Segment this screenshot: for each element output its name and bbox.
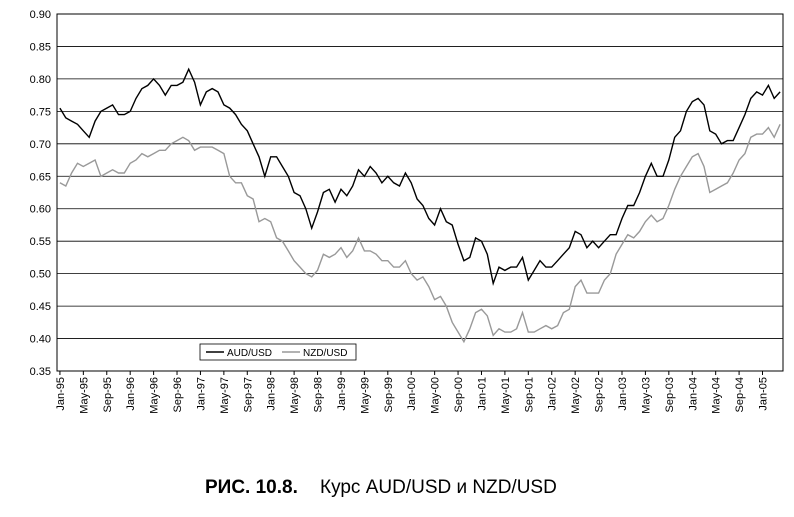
- x-tick-label: Jan-03: [617, 377, 629, 411]
- x-tick-label: Jan-05: [758, 377, 770, 411]
- legend-box: [199, 343, 357, 361]
- x-tick-label: Jan-02: [547, 377, 559, 411]
- x-tick-label: May-03: [640, 377, 652, 414]
- y-tick-label: 0.85: [30, 41, 51, 53]
- x-tick-label: May-95: [78, 377, 90, 414]
- x-tick-label: May-00: [430, 377, 442, 414]
- y-tick-label: 0.35: [30, 366, 51, 378]
- y-tick-label: 0.60: [30, 204, 51, 216]
- x-tick-label: Sep-96: [172, 377, 184, 412]
- x-tick-label: Sep-02: [594, 377, 606, 412]
- y-tick-label: 0.45: [30, 301, 51, 313]
- x-tick-label: Jan-01: [476, 377, 488, 411]
- y-tick-label: 0.90: [30, 9, 51, 21]
- y-tick-label: 0.65: [30, 171, 51, 183]
- x-tick-label: Jan-04: [687, 377, 699, 411]
- x-tick-label: Sep-99: [383, 377, 395, 412]
- x-tick-label: May-99: [359, 377, 371, 414]
- x-tick-label: Sep-00: [453, 377, 465, 412]
- x-tick-label: Jan-99: [336, 377, 348, 411]
- x-tick-label: Jan-95: [55, 377, 67, 411]
- legend-label: NZD/USD: [303, 348, 347, 359]
- x-tick-label: May-96: [149, 377, 161, 414]
- y-tick-label: 0.55: [30, 236, 51, 248]
- x-tick-label: Sep-01: [523, 377, 535, 412]
- x-tick-label: Sep-04: [734, 377, 746, 412]
- x-tick-label: Jan-98: [266, 377, 278, 411]
- series-line: [59, 67, 781, 287]
- x-tick-label: May-04: [711, 377, 723, 414]
- x-tick-label: May-98: [289, 377, 301, 414]
- x-tick-label: Sep-03: [664, 377, 676, 412]
- chart-title: Курс AUD/USD и NZD/USD: [320, 477, 557, 498]
- figure-label: РИС. 10.8.: [205, 477, 298, 498]
- x-tick-label: May-02: [570, 377, 582, 414]
- x-tick-label: Sep-95: [102, 377, 114, 412]
- x-tick-label: May-97: [219, 377, 231, 414]
- y-tick-label: 0.75: [30, 106, 51, 118]
- y-tick-label: 0.70: [30, 139, 51, 151]
- series-line: [59, 124, 781, 344]
- plot-frame: [56, 13, 784, 372]
- legend-label: AUD/USD: [227, 348, 272, 359]
- x-tick-label: May-01: [500, 377, 512, 414]
- y-tick-label: 0.50: [30, 269, 51, 281]
- x-tick-label: Sep-97: [242, 377, 254, 412]
- x-tick-label: Jan-00: [406, 377, 418, 411]
- y-tick-label: 0.40: [30, 334, 51, 346]
- x-tick-label: Jan-97: [195, 377, 207, 411]
- x-tick-label: Jan-96: [125, 377, 137, 411]
- y-tick-label: 0.80: [30, 74, 51, 86]
- x-tick-label: Sep-98: [313, 377, 325, 412]
